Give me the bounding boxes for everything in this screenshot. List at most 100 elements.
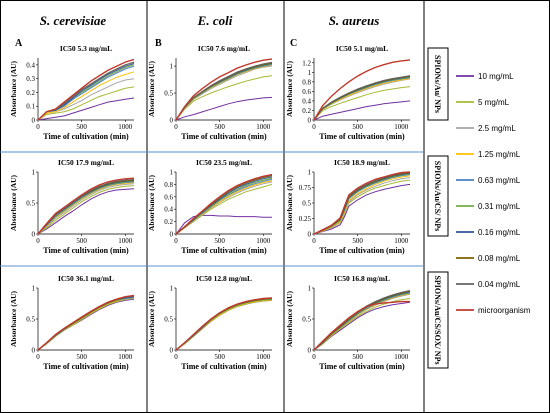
column-header-s-cerevisiae: S. cerevisiae (40, 13, 107, 28)
y-tick-label: 0.8 (164, 181, 173, 189)
legend-label: 0.31 mg/mL (478, 202, 521, 211)
chart-title: IC50 5.1 mg/mL (336, 44, 388, 53)
legend-item: 0.04 mg/mL (456, 280, 521, 289)
y-tick-label: 0.5 (302, 316, 311, 324)
y-tick-label: 1 (170, 63, 174, 71)
series-line (175, 177, 273, 235)
x-axis-label: Time of cultivation (min) (43, 132, 129, 141)
y-axis-label: Absorbance (AU) (9, 174, 18, 231)
series-line (313, 59, 411, 121)
row-label-2: SPIONs/Au/CS/ NPs (427, 155, 449, 237)
x-axis-label: Time of cultivation (min) (181, 132, 267, 141)
y-tick-label: 1 (308, 169, 312, 177)
x-tick-label: 0 (174, 123, 178, 131)
y-tick-label: 0.5 (164, 316, 173, 324)
y-tick-label: 0.2 (302, 107, 311, 115)
y-tick-label: 0.2 (164, 218, 173, 226)
x-axis-label: Time of cultivation (min) (319, 362, 405, 371)
series-line (37, 296, 135, 351)
series-line (37, 97, 135, 121)
row-label-2-text: SPIONs/Au/CS/ NPs (433, 161, 442, 231)
series-line (37, 296, 135, 351)
x-tick-label: 1000 (256, 237, 271, 245)
y-tick-label: 0 (170, 117, 174, 125)
x-axis-label: Time of cultivation (min) (181, 246, 267, 255)
x-tick-label: 0 (312, 237, 316, 245)
legend-item: 0.31 mg/mL (456, 202, 521, 211)
chart-title: IC50 17.9 mg/mL (58, 158, 114, 167)
series-line (313, 171, 411, 235)
chart-panel-5: IC50 23.5 mg/mL 0 0.2 0.4 0.6 0.8 1 0 500 1000Tim… (147, 158, 273, 255)
y-tick-label: 1 (308, 285, 312, 293)
y-axis-label: Absorbance (AU) (285, 60, 294, 117)
series-line (313, 177, 411, 235)
y-tick-label: 1 (308, 69, 312, 77)
legend-item: 1.25 mg/mL (456, 150, 521, 159)
row-label-3-text: SPIONs/Au/CS/SOX/ NPs (433, 275, 442, 364)
x-axis-label: Time of cultivation (min) (43, 246, 129, 255)
series-line (37, 71, 135, 121)
series-line (175, 75, 273, 121)
y-tick-label: 0 (32, 231, 36, 239)
legend-label: 1.25 mg/mL (478, 150, 521, 159)
series-line (175, 64, 273, 121)
series-line (37, 295, 135, 351)
series-line (313, 183, 411, 235)
x-tick-label: 1000 (394, 353, 409, 361)
series-line (313, 100, 411, 121)
y-axis-label: Absorbance (AU) (285, 174, 294, 231)
series-line (175, 58, 273, 121)
series-line (37, 180, 135, 235)
series-line (175, 214, 272, 235)
series-line (37, 297, 135, 351)
panel-letter-c: C (290, 38, 297, 49)
series-line (313, 291, 411, 351)
series-line (175, 298, 273, 351)
y-tick-label: 0.8 (302, 78, 311, 86)
y-tick-label: 0 (308, 231, 312, 239)
series-line (313, 75, 411, 121)
series-line (175, 299, 273, 351)
series-line (175, 61, 273, 121)
chart-title: IC50 16.8 mg/mL (334, 274, 390, 283)
chart-title: IC50 7.6 mg/mL (198, 44, 250, 53)
series-line (37, 298, 135, 351)
chart-title: IC50 12.8 mg/mL (196, 274, 252, 283)
legend-label: microorganism (478, 306, 531, 315)
x-tick-label: 500 (76, 353, 87, 361)
x-tick-label: 1000 (118, 353, 133, 361)
series-line (313, 172, 411, 235)
x-tick-label: 500 (352, 353, 363, 361)
series-line (37, 180, 135, 235)
y-tick-label: 0.25 (299, 215, 312, 223)
y-tick-label: 0 (32, 117, 36, 125)
series-line (313, 298, 411, 351)
series-line (175, 297, 273, 351)
y-tick-label: 0.75 (299, 184, 312, 192)
legend-item: 2.5 mg/mL (456, 124, 516, 133)
y-tick-label: 0.6 (302, 88, 311, 96)
y-tick-label: 0.1 (26, 103, 35, 111)
legend-label: 5 mg/mL (478, 98, 510, 107)
chart-title: IC50 5.3 mg/mL (60, 44, 112, 53)
y-tick-label: 0 (32, 347, 36, 355)
legend-item: 10 mg/mL (456, 72, 514, 81)
series-line (313, 175, 411, 235)
y-axis-label: Absorbance (AU) (147, 174, 156, 231)
series-line (313, 174, 411, 235)
y-axis-label: Absorbance (AU) (9, 290, 18, 347)
x-axis-label: Time of cultivation (min) (319, 246, 405, 255)
x-tick-label: 500 (214, 353, 225, 361)
series-line (37, 296, 135, 351)
row-label-3: SPIONs/Au/CS/SOX/ NPs (427, 271, 449, 369)
series-line (37, 183, 135, 235)
legend-item: 0.63 mg/mL (456, 176, 521, 185)
legend-label: 2.5 mg/mL (478, 124, 516, 133)
x-tick-label: 0 (36, 353, 40, 361)
y-axis-label: Absorbance (AU) (9, 60, 18, 117)
series-line (175, 299, 273, 351)
